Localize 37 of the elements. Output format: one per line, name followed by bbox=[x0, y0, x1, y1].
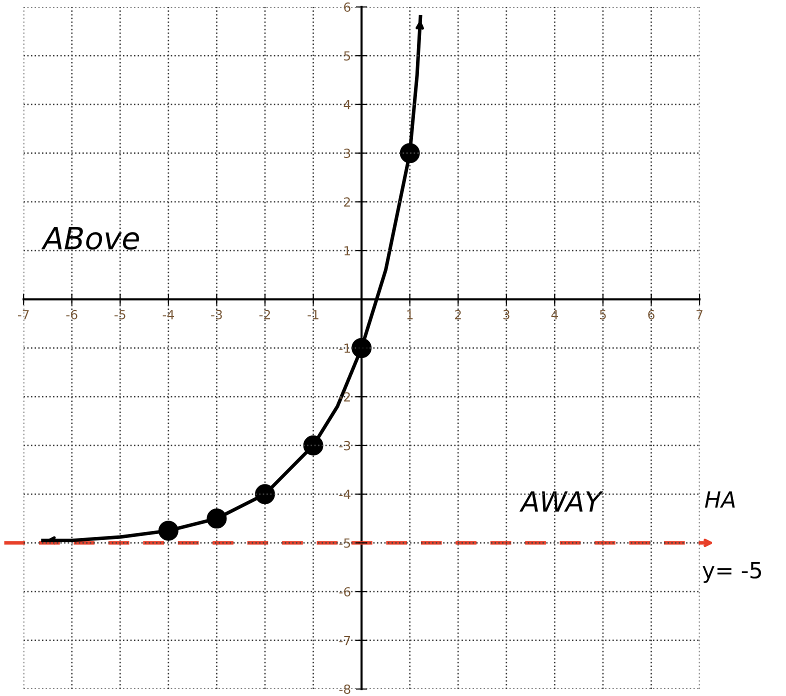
x-tick-label: -3 bbox=[211, 310, 222, 320]
y-tick-label: 4 bbox=[344, 100, 350, 110]
text: HA bbox=[704, 491, 735, 508]
x-tick-label: 1 bbox=[407, 310, 413, 320]
point bbox=[352, 338, 372, 358]
y-tick-label: -1 bbox=[339, 344, 350, 353]
y-tick-label: -3 bbox=[339, 440, 350, 450]
annotation: AWAY bbox=[519, 491, 604, 512]
x-tick-label: 5 bbox=[600, 310, 606, 320]
legend-label: y= -5 bbox=[702, 562, 762, 583]
y-tick-label: -4 bbox=[339, 490, 350, 499]
x-tick-label: -1 bbox=[308, 310, 318, 320]
x-tick-label: 4 bbox=[551, 310, 558, 320]
x-tick-label: -4 bbox=[162, 310, 174, 320]
y-tick-label: -6 bbox=[339, 587, 350, 597]
point bbox=[206, 508, 227, 529]
annotation: ABove bbox=[41, 226, 139, 250]
y-tick-label: -7 bbox=[339, 636, 350, 646]
point bbox=[303, 435, 324, 456]
x-tick-label: 6 bbox=[648, 310, 654, 320]
y-tick-label: 3 bbox=[344, 148, 350, 158]
x-tick-label: 2 bbox=[455, 310, 461, 320]
y-tick-label: 6 bbox=[344, 2, 350, 12]
y-tick-label: 1 bbox=[344, 246, 350, 256]
y-tick-label: 2 bbox=[344, 197, 350, 207]
y-tick-label: -5 bbox=[339, 538, 350, 548]
y-tick-label: 5 bbox=[344, 51, 350, 61]
point bbox=[254, 484, 276, 504]
point bbox=[400, 143, 420, 164]
x-tick-label: -2 bbox=[259, 310, 270, 320]
x-tick-label: -7 bbox=[18, 310, 29, 320]
x-tick-label: -6 bbox=[66, 310, 78, 320]
y-tick-label: -8 bbox=[339, 684, 350, 694]
x-tick-label: 3 bbox=[503, 310, 510, 320]
x-tick-label: 7 bbox=[696, 310, 702, 320]
x-tick-label: -5 bbox=[114, 310, 126, 320]
point bbox=[158, 520, 178, 541]
